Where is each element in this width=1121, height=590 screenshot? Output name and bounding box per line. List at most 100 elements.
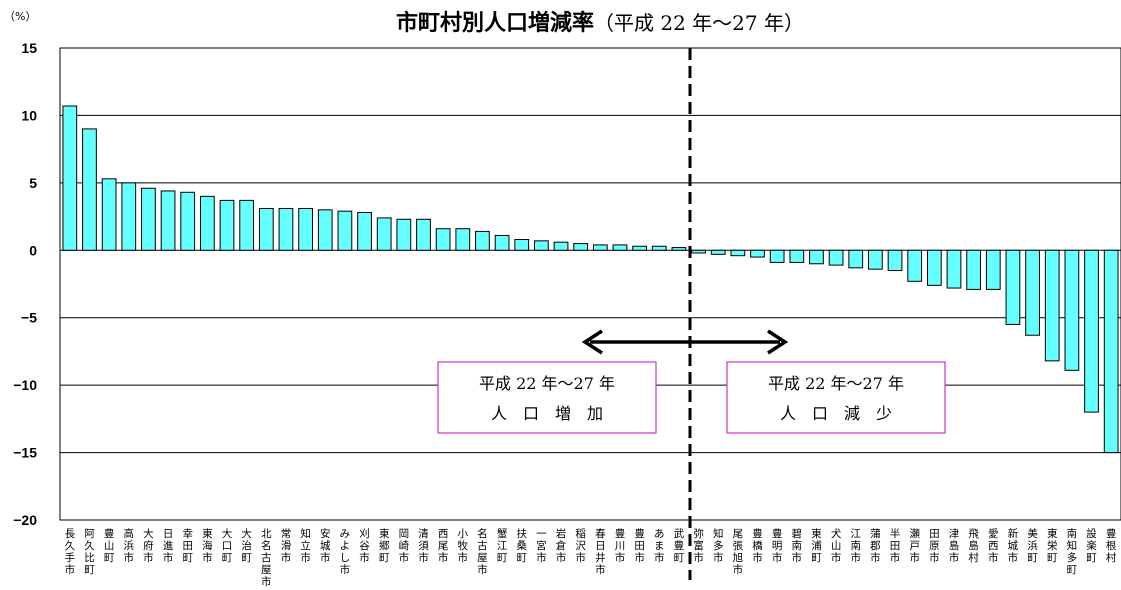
bar: [455, 228, 471, 251]
y-axis-unit-label: （%）: [4, 10, 36, 23]
x-category-label: 碧南市: [792, 528, 803, 564]
x-category-label: 半田市: [890, 527, 901, 564]
y-tick-label: −5: [21, 310, 37, 326]
x-category-label: 愛西市: [988, 527, 999, 564]
x-category-label: 西尾市: [438, 528, 449, 564]
bar: [160, 190, 176, 251]
x-category-label: 日進市: [163, 528, 174, 564]
bars: [62, 105, 1119, 454]
bar: [494, 234, 510, 251]
x-axis-category-labels: 長久手市阿久比町豊山町高浜市大府市日進市幸田町東海市大口町大治町北名古屋市常滑市…: [65, 527, 1117, 588]
bar: [907, 249, 923, 282]
x-category-label: 豊根村: [1106, 527, 1117, 564]
bar: [357, 212, 372, 251]
bar: [514, 238, 530, 251]
x-category-label: 大治町: [241, 527, 252, 564]
x-category-label: 尾張旭市: [733, 528, 744, 576]
x-category-label: 知多市: [713, 527, 724, 564]
x-category-label: 大府市: [143, 527, 154, 564]
bar: [1044, 249, 1060, 362]
x-category-label: 豊川市: [615, 527, 626, 564]
bar: [750, 249, 765, 258]
bar: [396, 218, 412, 251]
x-category-label: あま市: [654, 528, 665, 564]
x-category-label: 美浜町: [1027, 527, 1038, 564]
y-tick-label: 10: [21, 107, 37, 123]
bar: [966, 249, 982, 290]
bar: [62, 105, 78, 251]
bar: [691, 249, 706, 254]
x-category-label: 蟹江町: [497, 527, 508, 564]
bar: [121, 182, 137, 251]
bar: [239, 199, 255, 251]
bar: [730, 249, 746, 257]
x-category-label: 設楽町: [1086, 527, 1097, 564]
x-category-label: 豊橋市: [752, 527, 763, 564]
y-tick-label: 5: [29, 175, 37, 191]
x-category-label: 稲沢市: [575, 528, 586, 564]
bar: [671, 247, 687, 251]
y-tick-label: −15: [13, 445, 37, 461]
bar: [1084, 249, 1099, 413]
bar: [848, 249, 864, 269]
bar: [278, 207, 294, 251]
chart-title-main: 市町村別人口増減率: [396, 10, 594, 36]
x-category-label: 田原市: [929, 528, 940, 564]
y-axis-ticks: 15 10 5 0 −5 −10 −15 −20: [13, 40, 37, 528]
x-category-label: 岡崎市: [399, 528, 410, 564]
x-category-label: 岩倉市: [556, 527, 567, 564]
x-category-label: 阿久比町: [84, 528, 95, 576]
bar: [789, 249, 805, 263]
x-category-label: 高浜市: [124, 527, 135, 564]
x-category-label: 東郷町: [379, 527, 390, 564]
x-category-label: 北名古屋市: [261, 528, 272, 588]
x-category-label: 新城市: [1008, 527, 1019, 564]
bar: [926, 249, 942, 286]
x-category-label: 安城市: [320, 527, 331, 564]
x-category-label: 春日井市: [595, 528, 606, 576]
bar: [317, 209, 333, 251]
x-category-label: 幸田町: [182, 528, 193, 564]
bar: [219, 199, 235, 251]
plot-area-frame: [59, 47, 1121, 521]
bar: [612, 244, 628, 251]
bar: [632, 245, 647, 251]
bar: [553, 241, 569, 251]
bar: [1064, 249, 1080, 371]
bar: [534, 240, 549, 251]
x-category-label: 豊明市: [772, 527, 783, 564]
x-category-label: 飛島村: [968, 528, 979, 564]
annotation-decrease-line2: 人 口 減 少: [780, 404, 892, 423]
chart-title: 市町村別人口増減率（平成 22 年～27 年）: [396, 10, 804, 36]
x-category-label: 弥富市: [693, 527, 704, 564]
y-tick-label: 15: [21, 40, 37, 56]
annotation-increase-box: 平成 22 年～27 年 人 口 増 加: [437, 361, 657, 434]
annotation-decrease-box: 平成 22 年～27 年 人 口 減 少: [726, 361, 946, 434]
x-category-label: 豊山町: [104, 527, 115, 564]
bar: [337, 210, 353, 251]
bar: [946, 249, 962, 289]
y-tick-label: 0: [29, 242, 37, 258]
y-tick-label: −10: [13, 377, 37, 393]
x-category-label: 犬山市: [831, 527, 842, 564]
x-category-label: 知立市: [300, 527, 311, 564]
chart-title-period: （平成 22 年～27 年）: [594, 11, 804, 35]
x-category-label: 武豊町: [674, 527, 685, 564]
x-category-label: 常滑市: [281, 527, 292, 564]
bar: [1005, 249, 1021, 325]
x-category-label: 蒲郡市: [870, 527, 881, 564]
bar: [82, 128, 97, 251]
x-category-label: 刈谷市: [359, 527, 370, 564]
bar: [651, 245, 667, 251]
bar: [710, 249, 726, 255]
x-category-label: 江南市: [851, 528, 862, 564]
bar: [573, 243, 589, 251]
x-category-label: 扶桑町: [516, 527, 527, 564]
x-category-label: 大口町: [222, 527, 233, 564]
bar: [985, 249, 1001, 290]
bar: [101, 178, 117, 251]
bar: [435, 228, 451, 251]
bar: [809, 249, 824, 265]
x-category-label: 津島市: [949, 528, 960, 564]
